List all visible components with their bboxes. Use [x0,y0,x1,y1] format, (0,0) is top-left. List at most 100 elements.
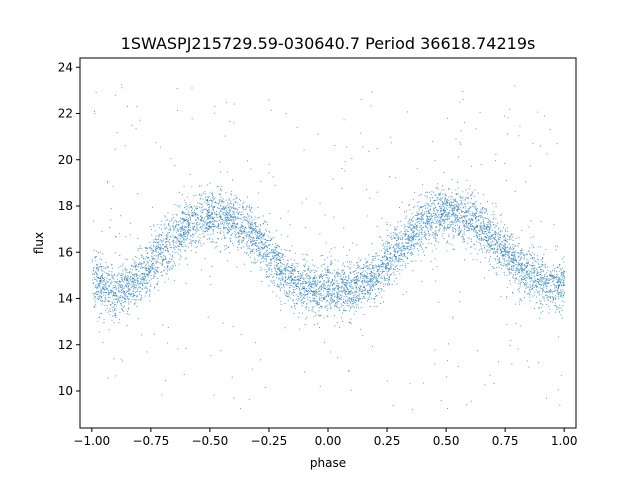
data-point [533,247,535,249]
data-point [461,212,463,214]
data-point [550,297,552,299]
data-point [263,247,265,249]
data-point [546,153,548,155]
data-point [309,271,311,273]
data-point [153,271,155,273]
data-point [556,270,558,272]
data-point [179,228,181,230]
data-point [278,255,280,257]
data-point [390,262,392,264]
data-point [167,250,169,252]
data-point [347,282,349,284]
data-point [149,260,151,262]
data-point [522,268,524,270]
data-point [496,255,498,257]
data-point [169,227,171,229]
data-point [111,295,113,297]
data-point [352,305,354,307]
data-point [140,299,142,301]
data-point [506,133,508,135]
data-point [404,245,406,247]
data-point [340,299,342,301]
data-point [299,277,301,279]
data-point [529,294,531,296]
data-point [162,248,164,250]
data-point [532,286,534,288]
data-point [259,254,261,256]
data-point [429,208,431,210]
data-point [202,230,204,232]
data-point [372,281,374,283]
data-point [348,277,350,279]
data-point [123,292,125,294]
data-point [312,264,314,266]
data-point [519,301,521,303]
data-point [419,243,421,245]
data-point [476,210,478,212]
data-point [478,225,480,227]
data-point [112,284,114,286]
data-point [436,216,438,218]
data-point [381,217,383,219]
data-point [333,216,335,218]
data-point [502,255,504,257]
data-point [479,215,481,217]
data-point [95,300,97,302]
data-point [111,290,113,292]
data-point [362,146,364,148]
data-point [220,189,222,191]
data-point [543,278,545,280]
data-point [119,284,121,286]
data-point [509,247,511,249]
data-point [533,280,535,282]
data-point [351,303,353,305]
data-point [196,229,198,231]
data-point [437,230,439,232]
data-point [151,251,153,253]
data-point [124,295,126,297]
data-point [488,223,490,225]
data-point [174,241,176,243]
data-point [521,263,523,265]
data-point [183,232,185,234]
data-point [507,269,509,271]
data-point [409,236,411,238]
data-point [206,210,208,212]
data-point [179,234,181,236]
data-point [409,247,411,249]
data-point [317,304,319,306]
data-point [506,264,508,266]
data-point [415,215,417,217]
data-point [277,254,279,256]
data-point [190,243,192,245]
data-point [120,295,122,296]
data-point [525,287,527,289]
data-point [438,241,440,243]
data-point [403,252,405,254]
data-point [304,289,306,291]
data-point [224,215,226,217]
data-point [453,207,455,209]
data-point [477,216,479,218]
data-point [173,237,175,239]
data-point [137,283,139,285]
data-point [130,293,132,295]
data-point [262,247,264,249]
data-point [209,222,211,224]
data-point [388,277,390,279]
data-point [401,201,403,203]
data-point [154,249,156,251]
data-point [264,243,266,245]
data-point [366,277,368,279]
data-point [427,203,429,205]
data-point [310,286,312,288]
data-point [558,286,560,288]
data-point [334,259,336,261]
data-point [381,281,383,283]
data-point [110,219,112,221]
data-point [95,278,97,280]
data-point [321,283,323,285]
data-point [513,265,515,267]
data-point [488,258,490,260]
data-point [117,274,119,276]
